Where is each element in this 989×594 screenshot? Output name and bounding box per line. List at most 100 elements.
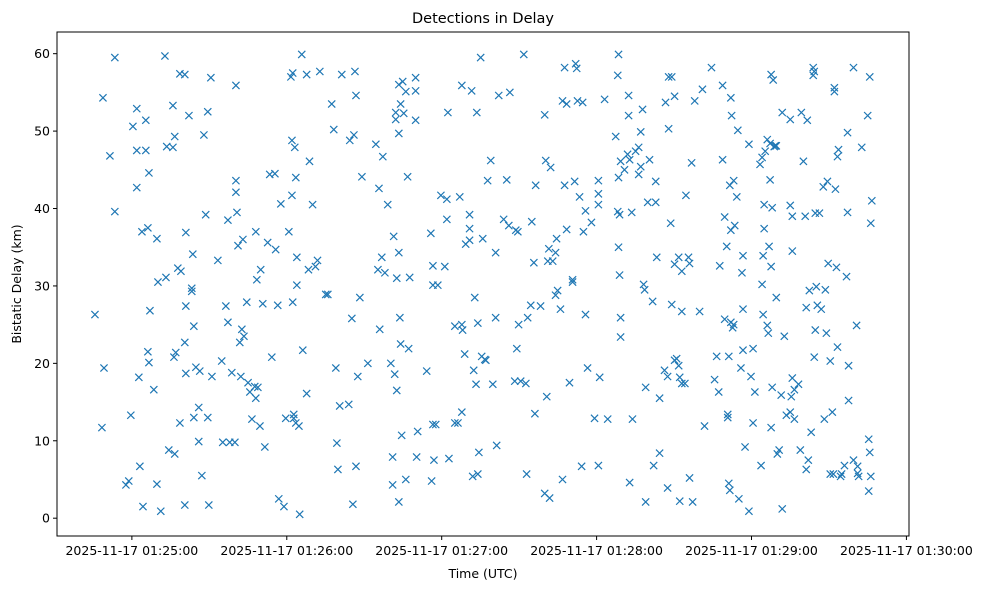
data-point: [663, 372, 672, 381]
data-point: [802, 303, 811, 312]
data-point: [680, 379, 689, 388]
data-point: [616, 333, 625, 342]
data-point: [530, 409, 539, 418]
data-point: [677, 267, 686, 276]
data-point: [594, 200, 603, 209]
data-point: [829, 470, 838, 479]
data-point: [540, 110, 549, 119]
data-point: [134, 373, 143, 382]
data-point: [757, 461, 766, 470]
data-point: [281, 414, 290, 423]
data-point: [763, 321, 772, 330]
data-point: [239, 332, 248, 341]
data-point: [803, 116, 812, 125]
data-point: [765, 242, 774, 251]
data-point: [819, 182, 828, 191]
data-point: [289, 414, 298, 423]
data-point: [620, 165, 629, 174]
data-point: [836, 472, 845, 481]
data-point: [297, 50, 306, 59]
data-point: [250, 382, 259, 391]
data-point: [736, 363, 745, 373]
data-point: [655, 449, 664, 458]
data-point: [772, 293, 781, 302]
y-tick-label: 40: [34, 201, 50, 216]
data-point: [99, 363, 109, 373]
data-point: [327, 99, 336, 109]
data-point: [295, 510, 304, 519]
data-point: [499, 215, 508, 224]
data-point: [832, 263, 841, 272]
data-point: [824, 259, 833, 268]
data-point: [744, 507, 753, 516]
data-point: [767, 262, 776, 271]
data-point: [769, 75, 778, 85]
data-point: [171, 348, 180, 357]
data-point: [207, 372, 216, 381]
data-point: [826, 357, 835, 366]
data-point: [386, 359, 395, 368]
y-tick-label: 30: [34, 278, 50, 293]
data-point: [737, 268, 746, 277]
data-point: [560, 181, 569, 190]
data-point: [664, 72, 673, 81]
data-point: [724, 479, 733, 488]
data-point: [651, 198, 660, 207]
data-point: [834, 145, 843, 154]
data-point: [611, 132, 620, 141]
data-point: [786, 408, 795, 417]
data-point: [105, 151, 114, 160]
data-point: [121, 480, 130, 489]
x-tick-label: 2025-11-17 01:26:00: [220, 543, 353, 558]
data-point: [460, 350, 469, 359]
data-point: [126, 411, 135, 420]
data-point: [181, 302, 190, 311]
data-point: [442, 195, 451, 204]
data-point: [332, 439, 341, 448]
data-point: [194, 437, 203, 446]
data-point: [725, 486, 734, 495]
data-point: [519, 50, 528, 59]
data-point: [308, 200, 317, 209]
data-point: [865, 72, 874, 81]
data-point: [311, 262, 320, 271]
data-point: [767, 70, 776, 79]
data-point: [273, 301, 282, 310]
data-point: [288, 69, 297, 78]
data-point: [664, 124, 673, 133]
data-point: [302, 389, 311, 398]
data-point: [807, 428, 816, 437]
data-point: [232, 208, 241, 217]
data-point: [681, 191, 690, 200]
data-point: [378, 152, 387, 161]
data-point: [169, 353, 178, 362]
data-point: [465, 210, 474, 219]
data-point: [849, 63, 858, 72]
x-tick-label: 2025-11-17 01:29:00: [685, 543, 818, 558]
data-point: [465, 224, 474, 233]
data-point: [397, 431, 406, 440]
data-point: [733, 126, 742, 135]
data-point: [304, 265, 313, 274]
data-point: [337, 70, 346, 79]
data-point: [830, 83, 839, 92]
data-point: [844, 361, 853, 370]
data-point: [176, 267, 185, 276]
data-point: [738, 346, 748, 355]
data-point: [391, 115, 400, 124]
data-point: [594, 189, 603, 198]
data-point: [321, 290, 330, 299]
data-point: [256, 265, 265, 274]
data-point: [333, 465, 342, 474]
data-point: [823, 177, 832, 186]
data-point: [844, 396, 853, 405]
data-point: [110, 53, 119, 62]
data-point: [772, 141, 781, 150]
data-point: [405, 273, 414, 282]
data-point: [760, 224, 769, 233]
data-point: [558, 96, 567, 105]
data-point: [826, 470, 835, 479]
data-point: [634, 143, 643, 152]
data-point: [469, 366, 478, 375]
data-point: [233, 241, 243, 250]
